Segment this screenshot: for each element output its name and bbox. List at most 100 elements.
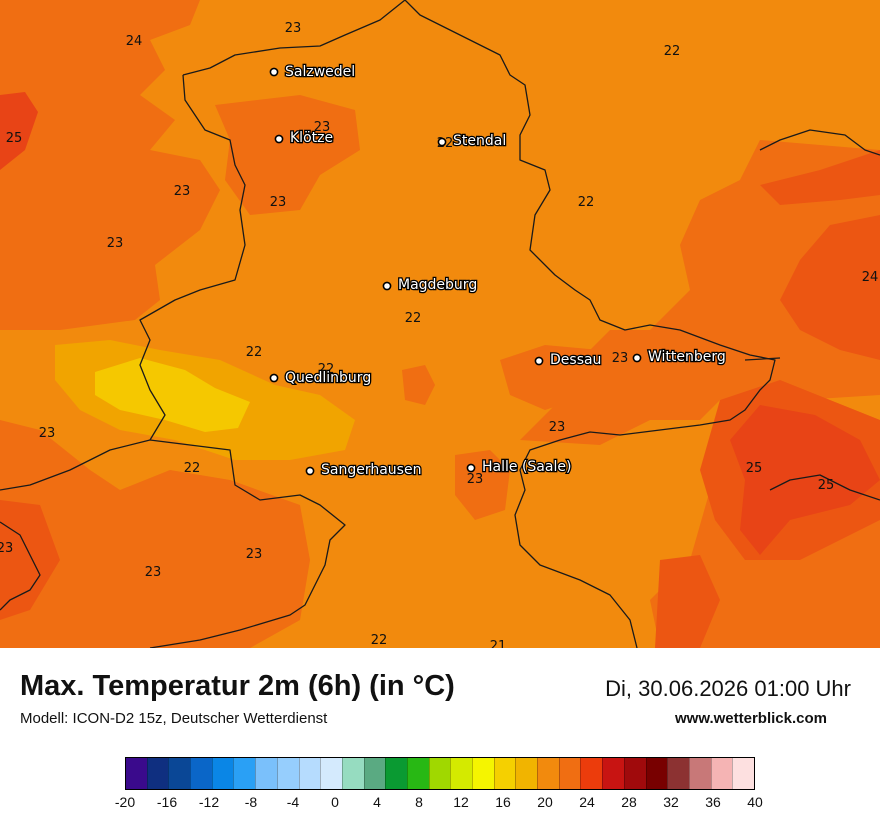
- legend-tick-label: 8: [415, 794, 423, 810]
- legend-swatch: [710, 758, 733, 789]
- forecast-datetime: Di, 30.06.2026 01:00 Uhr: [605, 676, 851, 701]
- legend-swatch: [341, 758, 364, 789]
- city-marker: [534, 356, 544, 366]
- temperature-label: 22: [664, 44, 681, 59]
- legend-swatch: [146, 758, 169, 789]
- legend-tick-label: 12: [453, 794, 469, 810]
- legend-tick-label: -12: [198, 794, 220, 810]
- state-border: [0, 74, 246, 491]
- legend-tick-label: 28: [621, 794, 637, 810]
- legend-swatch: [602, 758, 624, 789]
- legend-tick-label: 4: [373, 794, 381, 810]
- website-link[interactable]: www.wetterblick.com: [675, 710, 827, 727]
- legend-swatch: [623, 758, 646, 789]
- legend-swatch: [558, 758, 581, 789]
- map-title: Max. Temperatur 2m (6h) (in °C): [20, 670, 455, 702]
- temperature-zone-25: [730, 405, 880, 555]
- legend-tick-label: 0: [331, 794, 339, 810]
- temperature-label: 24: [862, 270, 879, 285]
- legend-swatch: [688, 758, 711, 789]
- temperature-zone-25: [0, 92, 38, 170]
- legend-tick-label: -20: [114, 794, 136, 810]
- temperature-label: 23: [314, 120, 331, 135]
- temperature-zone-24: [655, 555, 720, 648]
- map-footer: Max. Temperatur 2m (6h) (in °C) Modell: …: [0, 648, 880, 830]
- temperature-zone-24: [760, 150, 880, 205]
- legend-swatch: [298, 758, 321, 789]
- temperature-label: 23: [467, 472, 484, 487]
- state-border: [759, 129, 880, 156]
- legend-swatch: [320, 758, 342, 789]
- legend-swatch: [537, 758, 559, 789]
- temperature-map: 23 24 22 25 23 23 23 22 23 24 22 22 22 2…: [0, 0, 880, 648]
- temperature-label: 23: [0, 541, 13, 556]
- legend-tick-label: 40: [747, 794, 763, 810]
- state-border: [744, 357, 781, 361]
- temperature-label: 22: [371, 633, 388, 648]
- legend-swatch: [732, 758, 754, 789]
- city-marker: [382, 281, 392, 291]
- legend-swatch: [450, 758, 472, 789]
- temperature-zone-23: [0, 420, 310, 648]
- city-label: Quedlinburg: [285, 370, 371, 386]
- temperature-zone-24: [0, 500, 60, 620]
- legend-ticks: -20 -16 -12 -8 -4 0 4 8 12 16 20 24 28 32 36 40: [115, 794, 763, 814]
- city-wittenberg: Wittenberg: [632, 348, 727, 366]
- legend-tick-label: 36: [705, 794, 721, 810]
- city-label: Klötze: [290, 130, 333, 146]
- legend-swatch: [276, 758, 299, 789]
- city-label: Dessau: [550, 352, 601, 368]
- temperature-label: 23: [549, 420, 566, 435]
- legend-swatch: [168, 758, 191, 789]
- legend-tick-label: -16: [156, 794, 178, 810]
- city-salzwedel: Salzwedel: [269, 63, 356, 81]
- temperature-label: 24: [126, 34, 143, 49]
- city-marker: [305, 466, 315, 476]
- model-source: Modell: ICON-D2 15z, Deutscher Wetterdie…: [20, 710, 328, 727]
- city-halle-saale: Halle (Saale): [466, 458, 573, 476]
- legend-tick-label: 24: [579, 794, 595, 810]
- legend-tick-label: -8: [244, 794, 258, 810]
- city-marker: [269, 67, 279, 77]
- legend-swatch: [428, 758, 451, 789]
- temperature-label: 25: [818, 478, 835, 493]
- legend-swatch: [211, 758, 234, 789]
- legend-tick-label: 20: [537, 794, 553, 810]
- legend-swatch: [406, 758, 429, 789]
- temperature-zone-23: [402, 365, 435, 405]
- city-label: Magdeburg: [398, 277, 477, 293]
- temperature-label: 22: [246, 345, 263, 360]
- legend-tick-label: 32: [663, 794, 679, 810]
- temperature-label: 23: [174, 184, 191, 199]
- legend-swatch: [580, 758, 603, 789]
- city-marker: [466, 463, 476, 473]
- color-legend: [125, 757, 755, 790]
- temperature-label: 23: [270, 195, 287, 210]
- state-border: [0, 521, 41, 611]
- legend-swatch: [126, 758, 147, 789]
- state-border: [769, 474, 880, 501]
- legend-swatch: [255, 758, 277, 789]
- temperature-label: 22: [318, 362, 335, 377]
- city-label: Wittenberg: [648, 349, 726, 365]
- legend-swatch: [493, 758, 516, 789]
- state-border: [182, 0, 406, 76]
- legend-swatch: [645, 758, 668, 789]
- temperature-label: 23: [285, 21, 302, 36]
- city-dessau: Dessau: [534, 351, 603, 369]
- temperature-label: 23: [246, 547, 263, 562]
- legend-tick-label: 16: [495, 794, 511, 810]
- legend-swatch: [472, 758, 494, 789]
- legend-tick-label: -4: [286, 794, 300, 810]
- temperature-label: 21: [490, 639, 507, 648]
- city-marker: [269, 373, 279, 383]
- temperature-zone-23: [215, 95, 360, 215]
- legend-swatch: [667, 758, 689, 789]
- city-sangerhausen: Sangerhausen: [305, 461, 423, 479]
- city-label: Stendal: [453, 133, 506, 149]
- temperature-zone-20: [95, 358, 250, 432]
- city-magdeburg: Magdeburg: [382, 276, 479, 294]
- city-marker: [632, 353, 642, 363]
- city-label: Salzwedel: [285, 64, 355, 80]
- legend-swatch: [233, 758, 256, 789]
